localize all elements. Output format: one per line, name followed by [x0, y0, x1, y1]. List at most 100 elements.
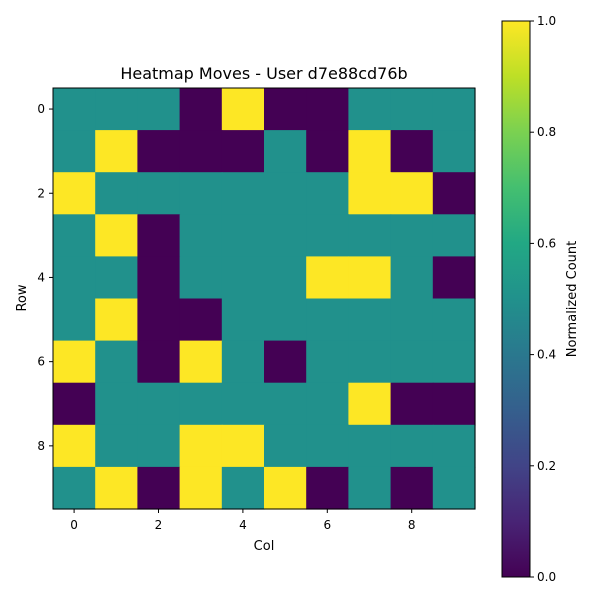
- heatmap-cell-r5-c9: [432, 298, 476, 342]
- heatmap-cell-r4-c8: [390, 256, 434, 300]
- heatmap-cell-r4-c5: [264, 256, 307, 300]
- heatmap-cell-r7-c1: [95, 382, 138, 426]
- heatmap-cell-r4-c4: [221, 256, 265, 300]
- heatmap-cell-r8-c8: [390, 424, 434, 468]
- heatmap-cell-r1-c6: [306, 130, 349, 173]
- y-tick-label: 6: [37, 355, 45, 369]
- y-tick-label: 4: [37, 270, 45, 284]
- chart-title: Heatmap Moves - User d7e88cd76b: [120, 64, 407, 83]
- heatmap-cell-r2-c8: [390, 172, 434, 215]
- x-axis-ticks: 0 2 4 6 8: [70, 509, 416, 532]
- heatmap-cell-r9-c1: [95, 466, 138, 510]
- heatmap-cells: [53, 88, 476, 510]
- heatmap-cell-r2-c2: [137, 172, 181, 215]
- heatmap-cell-r1-c1: [95, 130, 138, 173]
- heatmap-cell-r3-c0: [53, 214, 96, 257]
- heatmap-cell-r6-c7: [348, 340, 392, 384]
- heatmap-cell-r7-c8: [390, 382, 434, 426]
- heatmap-cell-r9-c6: [306, 466, 349, 510]
- colorbar-tick-label: 0.2: [537, 459, 556, 473]
- heatmap-cell-r6-c3: [179, 340, 223, 384]
- heatmap-cell-r3-c7: [348, 214, 392, 257]
- heatmap-cell-r2-c9: [432, 172, 476, 215]
- heatmap-cell-r7-c9: [432, 382, 476, 426]
- heatmap-cell-r1-c9: [432, 130, 476, 173]
- x-tick-label: 8: [408, 518, 416, 532]
- heatmap-cell-r9-c8: [390, 466, 434, 510]
- heatmap-cell-r6-c8: [390, 340, 434, 384]
- heatmap-cell-r0-c4: [221, 88, 265, 131]
- heatmap-cell-r8-c6: [306, 424, 349, 468]
- heatmap-cell-r8-c9: [432, 424, 476, 468]
- y-axis-label: Row: [15, 284, 30, 311]
- heatmap-frame: [52, 87, 476, 510]
- heatmap-cell-r9-c9: [432, 466, 476, 510]
- heatmap-cell-r8-c5: [264, 424, 307, 468]
- heatmap-cell-r2-c3: [179, 172, 223, 215]
- colorbar-tick-label: 0.0: [537, 570, 556, 584]
- heatmap-cell-r1-c3: [179, 130, 223, 173]
- heatmap-cell-r5-c4: [221, 298, 265, 342]
- heatmap-cell-r4-c6: [306, 256, 349, 300]
- heatmap-cell-r0-c1: [95, 88, 138, 131]
- heatmap-cell-r3-c9: [432, 214, 476, 257]
- colorbar-ticks: 0.0 0.2 0.4 0.6 0.8 1.0: [530, 14, 556, 584]
- heatmap-cell-r0-c5: [264, 88, 307, 131]
- heatmap-cell-r0-c8: [390, 88, 434, 131]
- heatmap-cell-r7-c4: [221, 382, 265, 426]
- heatmap-cell-r1-c4: [221, 130, 265, 173]
- heatmap-cell-r5-c1: [95, 298, 138, 342]
- heatmap-cell-r0-c6: [306, 88, 349, 131]
- heatmap-cell-r3-c3: [179, 214, 223, 257]
- heatmap-cell-r9-c3: [179, 466, 223, 510]
- heatmap-cell-r4-c3: [179, 256, 223, 300]
- heatmap-cell-r6-c6: [306, 340, 349, 384]
- heatmap-cell-r8-c4: [221, 424, 265, 468]
- heatmap-cell-r7-c6: [306, 382, 349, 426]
- heatmap-cell-r1-c5: [264, 130, 307, 173]
- heatmap-cell-r6-c9: [432, 340, 476, 384]
- heatmap-cell-r2-c1: [95, 172, 138, 215]
- heatmap-cell-r9-c7: [348, 466, 392, 510]
- x-tick-label: 2: [155, 518, 163, 532]
- heatmap-cell-r8-c2: [137, 424, 181, 468]
- heatmap-cell-r7-c2: [137, 382, 181, 426]
- heatmap-cell-r5-c2: [137, 298, 181, 342]
- x-tick-label: 4: [239, 518, 247, 532]
- heatmap-cell-r3-c1: [95, 214, 138, 257]
- y-tick-label: 0: [37, 102, 45, 116]
- heatmap-cell-r2-c6: [306, 172, 349, 215]
- heatmap-cell-r7-c0: [53, 382, 96, 426]
- heatmap-cell-r5-c6: [306, 298, 349, 342]
- heatmap-cell-r0-c9: [432, 88, 476, 131]
- colorbar-tick-label: 0.4: [537, 348, 556, 362]
- heatmap-cell-r3-c5: [264, 214, 307, 257]
- heatmap-cell-r1-c0: [53, 130, 96, 173]
- heatmap-cell-r0-c2: [137, 88, 181, 131]
- heatmap-cell-r8-c1: [95, 424, 138, 468]
- y-tick-label: 2: [37, 186, 45, 200]
- heatmap-cell-r5-c3: [179, 298, 223, 342]
- colorbar-label: Normalized Count: [565, 241, 580, 357]
- colorbar-tick-label: 1.0: [537, 14, 556, 28]
- heatmap-cell-r3-c2: [137, 214, 181, 257]
- heatmap-cell-r8-c0: [53, 424, 96, 468]
- heatmap-cell-r3-c4: [221, 214, 265, 257]
- heatmap-cell-r5-c0: [53, 298, 96, 342]
- heatmap-cell-r6-c4: [221, 340, 265, 384]
- heatmap-cell-r1-c7: [348, 130, 392, 173]
- heatmap-cell-r3-c8: [390, 214, 434, 257]
- heatmap-cell-r4-c7: [348, 256, 392, 300]
- heatmap-cell-r5-c8: [390, 298, 434, 342]
- heatmap-cell-r5-c7: [348, 298, 392, 342]
- heatmap-cell-r9-c5: [264, 466, 307, 510]
- heatmap-cell-r1-c8: [390, 130, 434, 173]
- heatmap-cell-r7-c5: [264, 382, 307, 426]
- heatmap-cell-r6-c1: [95, 340, 138, 384]
- colorbar-tick-label: 0.6: [537, 236, 556, 250]
- heatmap-cell-r6-c0: [53, 340, 96, 384]
- heatmap-cell-r4-c9: [432, 256, 476, 300]
- y-axis-ticks: 0 2 4 6 8: [37, 102, 53, 453]
- heatmap-cell-r4-c2: [137, 256, 181, 300]
